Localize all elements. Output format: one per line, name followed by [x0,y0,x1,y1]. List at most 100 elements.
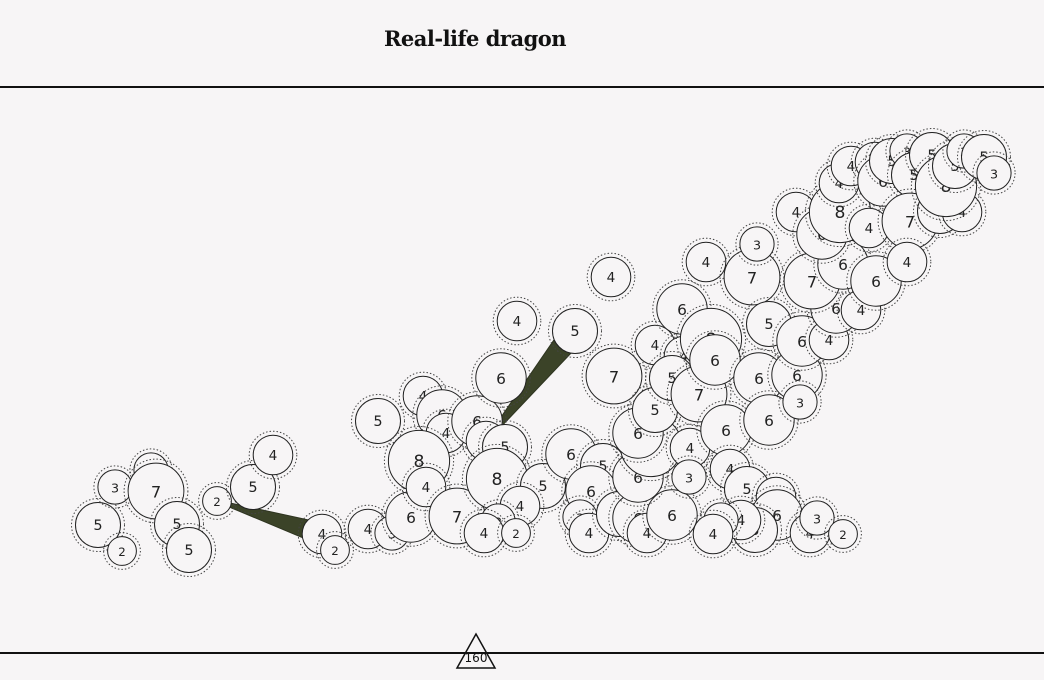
node-outer-ring [71,498,125,552]
node-label: 6 [772,507,782,525]
node-n2[interactable]: 2 [103,532,141,570]
node-n70[interactable]: 3 [735,222,779,266]
node-n45[interactable]: 6 [642,485,702,545]
node-label: 3 [990,167,998,182]
node-outer-ring [739,390,799,450]
node-outer-ring [824,515,862,553]
node-label: 4 [702,255,711,271]
node-outer-ring [497,514,535,552]
node-label: 2 [213,495,221,509]
node-label: 7 [609,368,619,387]
node-outer-ring [957,130,1011,184]
node-n16[interactable]: 5 [351,394,405,448]
node-n103[interactable]: 3 [972,151,1016,195]
node-n96[interactable]: 4 [882,237,932,287]
node-label: 3 [753,238,761,253]
node-label: 4 [419,389,428,405]
node-n51[interactable]: 3 [667,455,711,499]
node-label: 3 [903,145,911,160]
node-label: 4 [903,255,912,271]
node-label: 3 [813,512,821,527]
node-n10[interactable]: 4 [248,430,298,480]
node-label: 3 [685,471,693,486]
node-label: 3 [796,396,804,411]
node-circle [743,394,795,446]
header-bar: Real-life dragon [0,0,1044,88]
node-circle [782,384,818,420]
node-label: 5 [172,517,181,533]
node-label: 4 [835,176,844,192]
node-n8[interactable]: 2 [198,482,236,520]
node-label: 3 [111,481,119,496]
node-outer-ring [351,394,405,448]
node-outer-ring [804,315,854,365]
node-circle [828,519,858,549]
node-n32[interactable]: 6 [471,348,531,408]
node-outer-ring [836,285,886,335]
node-label: 5 [887,154,896,170]
node-n59[interactable]: 4 [681,237,731,287]
node-label: 8 [835,203,846,223]
node-label: 8 [414,452,425,472]
node-n73[interactable]: 6 [739,390,799,450]
node-label: 5 [927,148,936,164]
node-circle [320,535,350,565]
node-outer-ring [162,523,216,577]
node-outer-ring [675,303,747,375]
node-label: 5 [373,414,382,430]
node-label: 2 [839,528,847,542]
node-label: 4 [269,448,278,464]
page-title: Real-life dragon [383,26,567,51]
node-label: 5 [248,480,257,496]
node-label: 2 [118,545,126,559]
node-circle [685,241,727,283]
node-outer-ring [471,348,531,408]
node-outer-ring [778,380,822,424]
node-label: 6 [831,300,841,318]
node-label: 4 [737,513,746,529]
node-n1[interactable]: 5 [71,498,125,552]
node-outer-ring [383,425,455,497]
node-circle [590,256,632,298]
node-n75[interactable]: 3 [778,380,822,424]
node-n34[interactable]: 5 [548,304,602,358]
node-label: 4 [865,221,874,237]
node-label: 6 [496,370,506,388]
node-outer-ring [667,455,711,499]
node-n31[interactable]: 2 [497,514,535,552]
triangle-icon [455,632,497,669]
node-label: 2 [512,527,520,541]
node-n68[interactable]: 4 [688,509,738,559]
node-n58[interactable]: 6 [685,330,745,390]
node-label: 4 [792,205,801,221]
node-label: 5 [570,324,579,340]
marker-label: 160 [465,651,488,665]
node-label: 5 [93,518,102,534]
node-label: 6 [633,425,643,443]
node-outer-ring [150,497,204,551]
node-n36[interactable]: 4 [586,252,636,302]
node-n7[interactable]: 5 [162,523,216,577]
node-label: 8 [492,470,503,490]
node-outer-ring [688,509,738,559]
nodes-layer: 5233755254424365464847645854342645746563… [71,128,1016,577]
node-circle [646,489,698,541]
node-label: 5 [764,317,773,333]
node-n12[interactable]: 2 [316,531,354,569]
node-label: 4 [686,441,695,457]
node-n33[interactable]: 4 [492,296,542,346]
node-circle [202,486,232,516]
node-n105[interactable]: 3 [795,496,839,540]
node-n106[interactable]: 2 [824,515,862,553]
node-label: 7 [905,213,915,232]
node-outer-ring [642,485,702,545]
node-outer-ring [492,296,542,346]
node-label: 4 [585,526,594,542]
node-outer-ring [548,304,602,358]
node-label: 6 [677,301,687,319]
node-label: 4 [643,526,652,542]
node-circle [799,500,835,536]
node-label: 6 [586,483,596,501]
node-label: 5 [538,479,547,495]
node-n9[interactable]: 5 [226,460,280,514]
